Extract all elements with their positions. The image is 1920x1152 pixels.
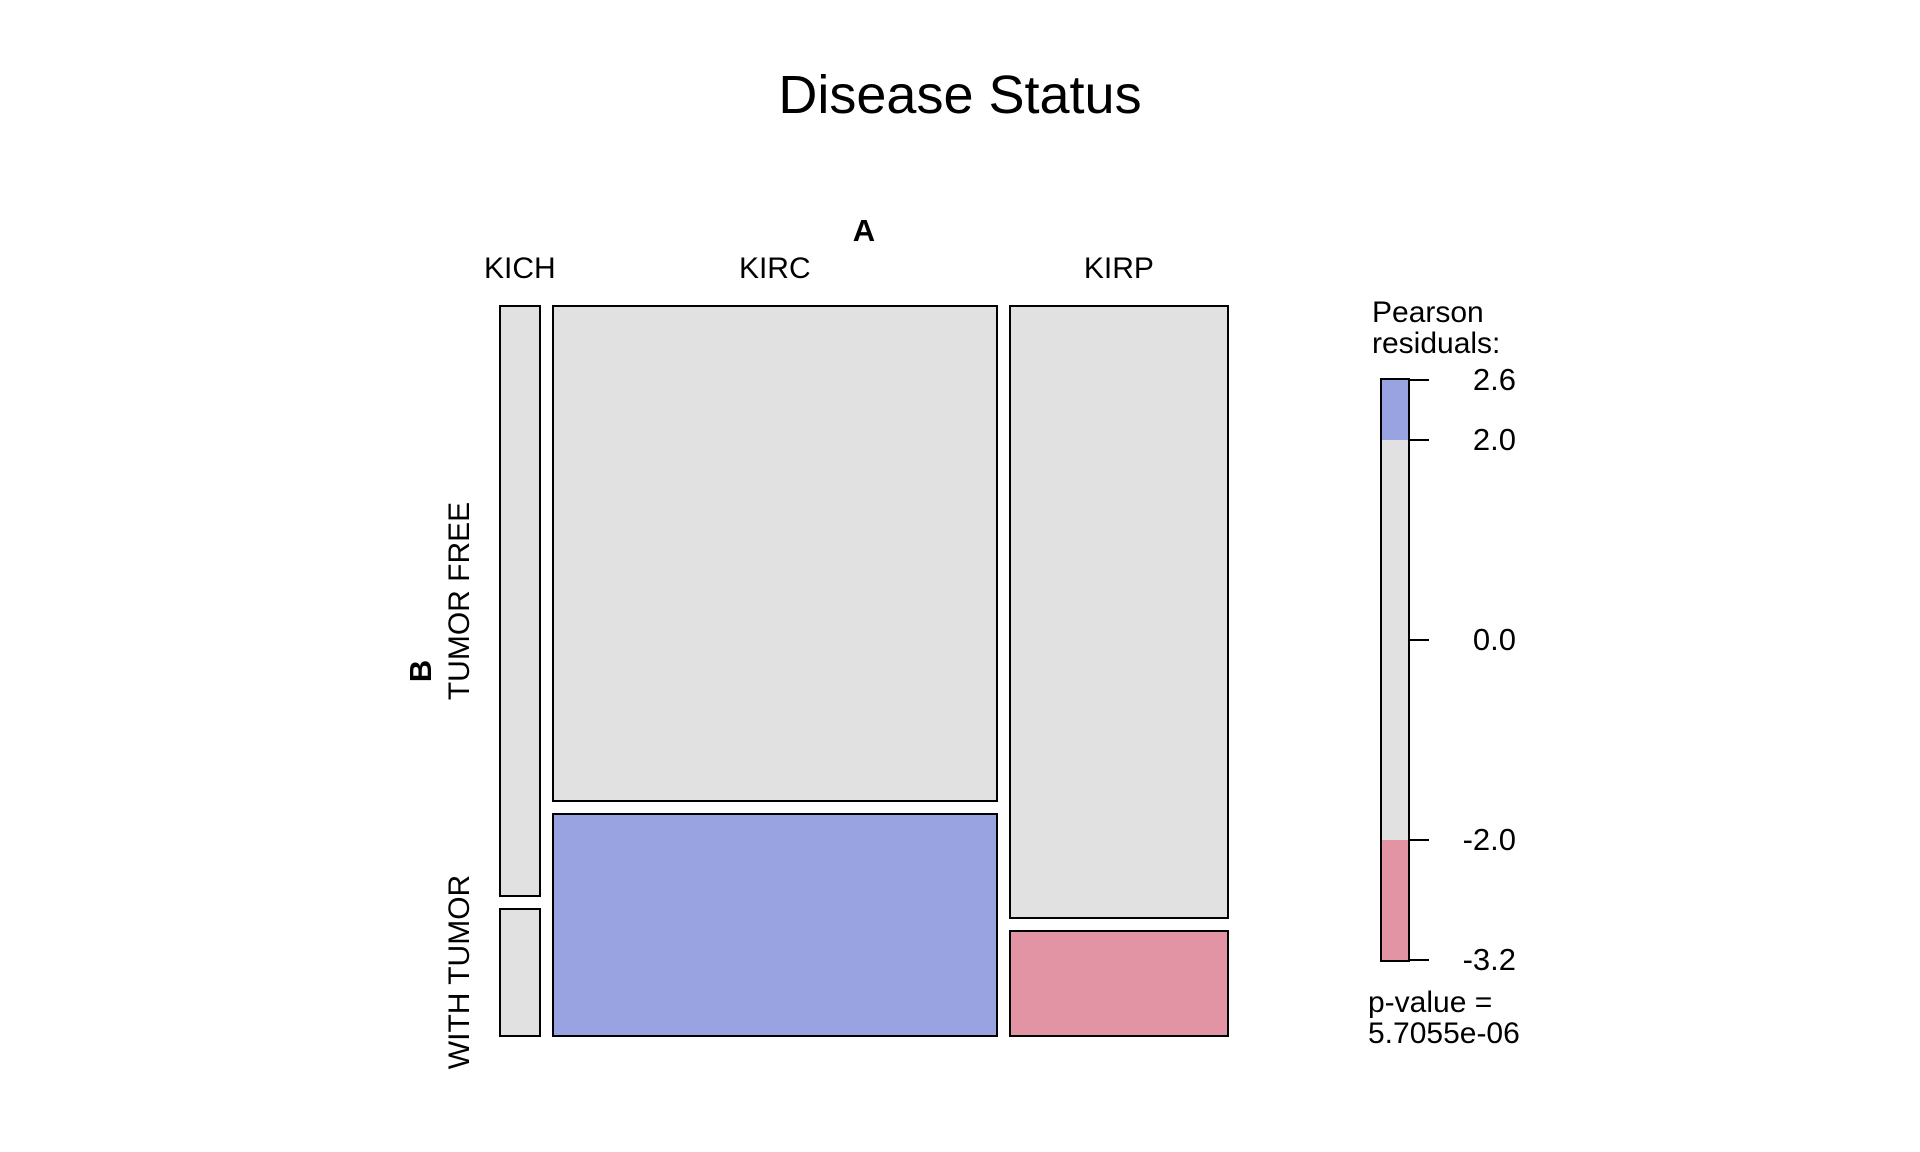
column-label-kirp: KIRP [1083,252,1154,285]
y-axis-name: B [403,659,438,683]
legend-tick-2 [1408,639,1429,641]
mosaic-tile-kirp-tumor-free [1008,305,1229,920]
row-label-with-tumor: WITH TUMOR [443,875,476,1070]
legend-title-line1: Pearson [1372,296,1484,329]
legend-segment-1 [1382,440,1408,840]
mosaic-tile-kirc-with-tumor [551,813,998,1037]
chart-title: Disease Status [778,65,1142,125]
p-value-line1: p-value = [1368,986,1493,1019]
legend-tick-label-4: -3.2 [1462,942,1516,977]
column-label-kich: KICH [484,252,556,285]
mosaic-tile-kich-with-tumor [499,907,541,1037]
mosaic-tile-kich-tumor-free [499,305,541,897]
legend-title-line2: residuals: [1372,327,1501,360]
column-label-kirc: KIRC [738,252,811,285]
x-axis-name: A [852,213,876,248]
legend-tick-label-2: 0.0 [1472,622,1516,657]
p-value-label: p-value = 5.7055e-06 [1368,987,1520,1049]
legend-tick-0 [1408,379,1429,381]
legend-tick-3 [1408,839,1429,841]
legend-bar-frame [1380,378,1410,962]
legend-segment-2 [1382,840,1408,960]
legend-title: Pearson residuals: [1372,297,1500,359]
p-value-line2: 5.7055e-06 [1368,1017,1520,1050]
legend-segment-0 [1382,380,1408,440]
legend-tick-1 [1408,439,1429,441]
mosaic-tile-kirp-with-tumor [1008,930,1229,1037]
row-label-tumor-free: TUMOR FREE [443,501,476,701]
legend-tick-label-1: 2.0 [1472,422,1516,457]
legend-tick-4 [1408,959,1429,961]
mosaic-tile-kirc-tumor-free [551,305,998,803]
legend-tick-label-3: -2.0 [1462,822,1516,857]
legend-tick-label-0: 2.6 [1472,362,1516,397]
